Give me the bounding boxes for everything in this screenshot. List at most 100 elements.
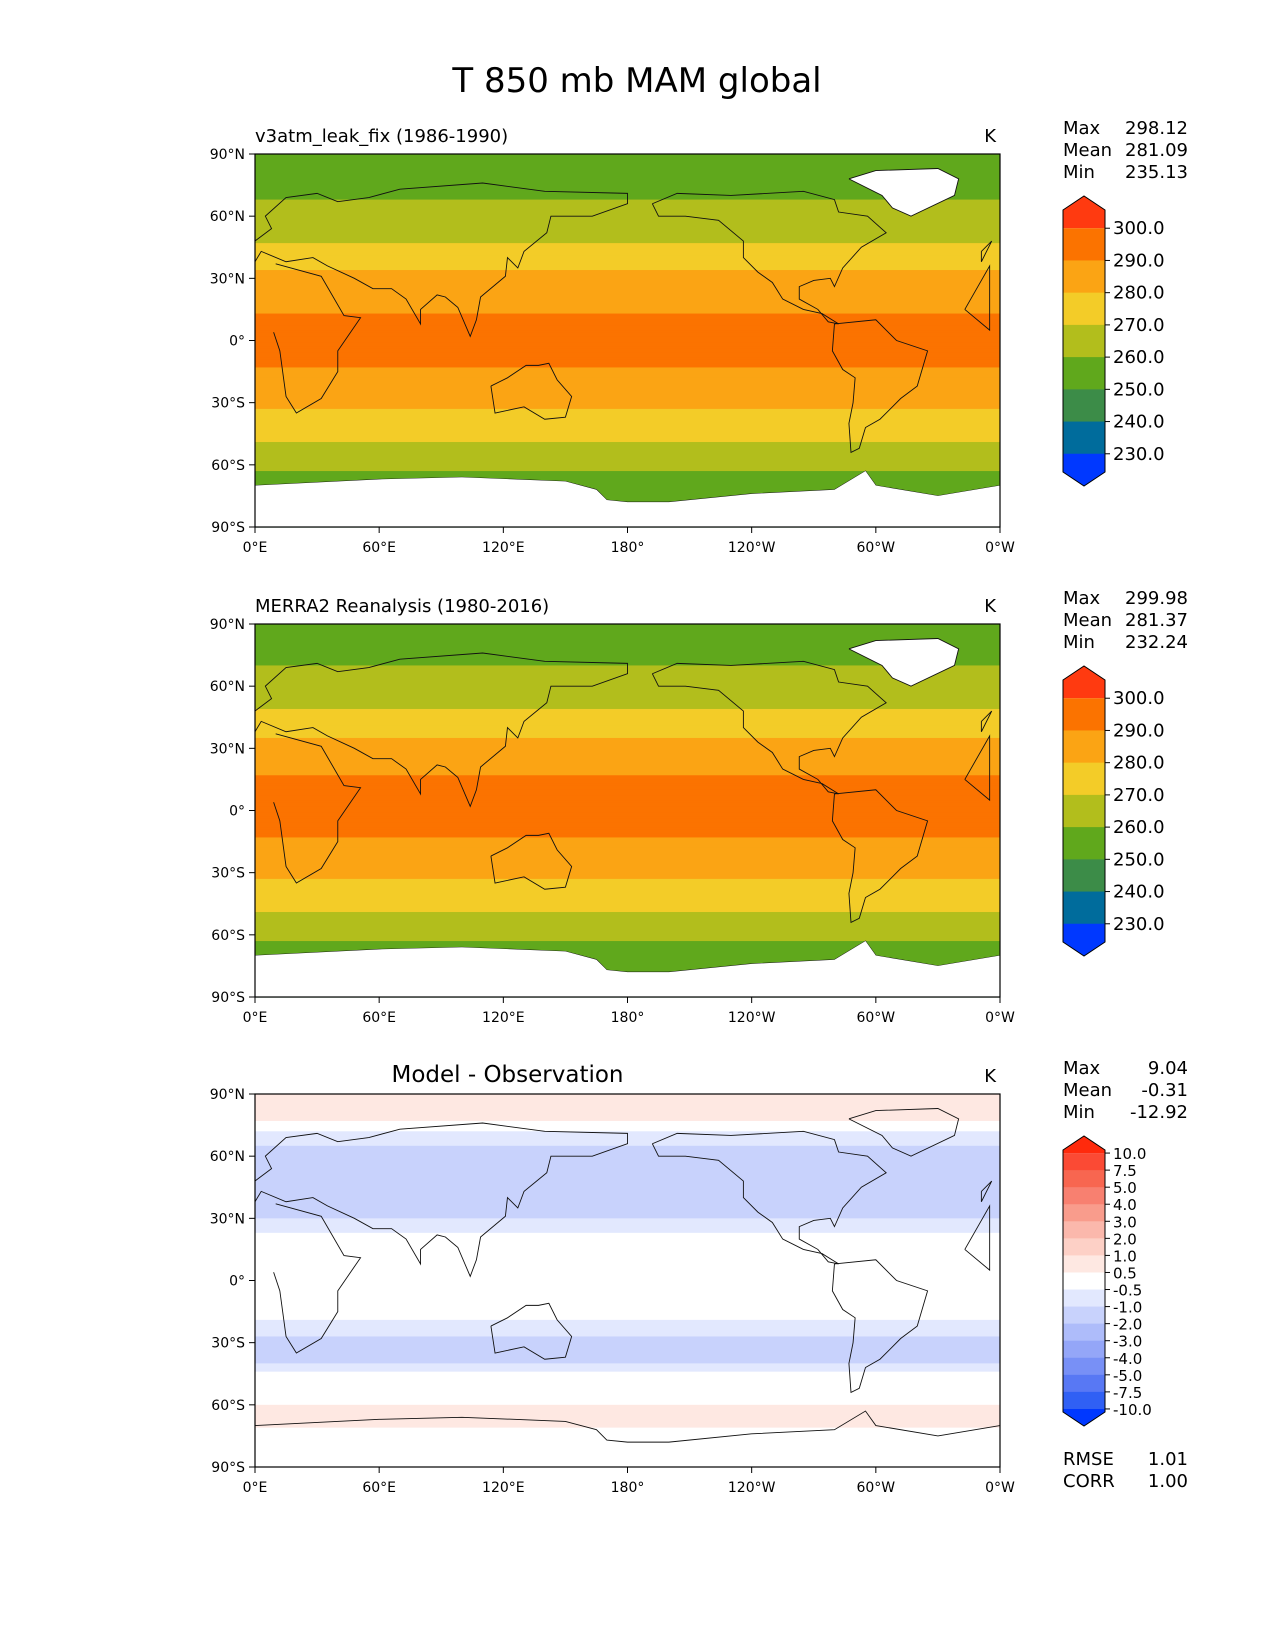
- contour-band: [255, 1149, 1000, 1153]
- contour-band: [255, 241, 1000, 244]
- contour-band: [255, 1259, 1000, 1263]
- contour-band: [255, 1290, 1000, 1294]
- contour-band: [255, 781, 1000, 785]
- contour-band: [255, 785, 1000, 789]
- contour-band: [255, 1404, 1000, 1408]
- contour-band: [255, 1189, 1000, 1192]
- contour-band: [255, 1350, 1000, 1354]
- colorbar: 10.07.55.04.03.02.01.00.5-0.5-1.0-2.0-3.…: [1062, 1135, 1152, 1427]
- contour-band: [255, 963, 1000, 967]
- coastline-greenland: [848, 1108, 960, 1157]
- contour-band: [255, 804, 1000, 807]
- contour-band: [255, 1425, 1000, 1429]
- contour-band: [255, 872, 1000, 876]
- contour-band: [255, 222, 1000, 226]
- contour-band: [255, 916, 1000, 919]
- contour-band: [255, 280, 1000, 284]
- contour-band: [255, 721, 1000, 725]
- lon-tick-label: 0°E: [243, 540, 268, 556]
- contour-band: [255, 1203, 1000, 1207]
- contour-band: [255, 949, 1000, 953]
- contour-band: [255, 731, 1000, 735]
- contour-band: [255, 431, 1000, 435]
- contour-band: [255, 404, 1000, 408]
- contour-band: [255, 1239, 1000, 1242]
- contour-band: [255, 653, 1000, 656]
- lat-tick-label: 60°N: [210, 209, 245, 225]
- contour-band: [255, 943, 1000, 946]
- contour-band: [255, 1129, 1000, 1132]
- panel-units: K: [984, 1066, 997, 1087]
- contour-band: [255, 421, 1000, 424]
- contour-band: [255, 500, 1000, 503]
- lat-tick-label: 60°N: [210, 1149, 245, 1165]
- colorbar: 300.0 290.0 280.0 270.0 260.0 250.0 240.0 230.0: [1062, 665, 1165, 957]
- contour-band: [255, 847, 1000, 851]
- contour-band: [255, 706, 1000, 710]
- contour-band: [255, 727, 1000, 731]
- contour-band: [255, 1125, 1000, 1128]
- contour-band: [255, 1172, 1000, 1176]
- stat-value-min: 235.13: [1125, 162, 1188, 183]
- contour-band: [255, 423, 1000, 427]
- contour-band: [255, 1114, 1000, 1118]
- coastline-greenland: [848, 638, 960, 687]
- contour-band: [255, 1328, 1000, 1331]
- contour-band: [255, 624, 1000, 627]
- contour-band: [255, 468, 1000, 472]
- contour-band: [255, 1098, 1000, 1101]
- colorbar-segment: [1063, 891, 1105, 925]
- contour-band: [255, 851, 1000, 855]
- contour-band: [255, 209, 1000, 213]
- contour-band: [255, 475, 1000, 478]
- contour-band: [255, 932, 1000, 936]
- contour-band: [255, 448, 1000, 451]
- contour-band: [255, 1398, 1000, 1402]
- contour-band: [255, 1390, 1000, 1393]
- coastline-africa: [273, 733, 362, 884]
- contour-band: [255, 920, 1000, 923]
- contour-band: [255, 1280, 1000, 1284]
- contour-band: [255, 688, 1000, 691]
- contour-band: [255, 737, 1000, 741]
- contour-band: [255, 686, 1000, 689]
- contour-band: [255, 748, 1000, 752]
- contour-band: [255, 435, 1000, 439]
- contour-band: [255, 400, 1000, 404]
- colorbar-tick-label: 270.0: [1113, 315, 1165, 336]
- contour-band: [255, 311, 1000, 315]
- contour-band: [255, 452, 1000, 456]
- colorbar-tick-label: 10.0: [1113, 1145, 1146, 1163]
- colorbar-segment: [1063, 1340, 1105, 1359]
- colorbar-tick-label: 4.0: [1113, 1196, 1137, 1214]
- contour-band: [255, 924, 1000, 928]
- contour-band: [255, 413, 1000, 416]
- contour-band: [255, 1230, 1000, 1234]
- colorbar-tick-label: -10.0: [1113, 1401, 1152, 1419]
- contour-band: [255, 191, 1000, 194]
- contour-band: [255, 628, 1000, 631]
- lat-tick-label: 60°N: [210, 679, 245, 695]
- panel-units: K: [984, 596, 997, 617]
- contour-band: [255, 477, 1000, 480]
- lat-tick-label: 60°S: [211, 458, 245, 474]
- colorbar-segment: [1063, 762, 1105, 796]
- coastline-south-america: [831, 1259, 929, 1394]
- contour-band: [255, 338, 1000, 342]
- contour-band: [255, 831, 1000, 834]
- contour-band: [255, 174, 1000, 178]
- stat-value-max: 9.04: [1148, 1058, 1188, 1079]
- contour-band: [255, 218, 1000, 221]
- contour-band: [255, 1340, 1000, 1344]
- lat-tick-label: 90°S: [211, 990, 245, 1006]
- contour-band: [255, 1411, 1000, 1414]
- stat-label-min: Min: [1063, 1102, 1095, 1123]
- contour-band: [255, 959, 1000, 963]
- contour-band: [255, 1249, 1000, 1253]
- contour-band: [255, 284, 1000, 288]
- panel-title: v3atm_leak_fix (1986-1990): [255, 126, 508, 147]
- colorbar-tick-label: 2.0: [1113, 1230, 1137, 1248]
- contour-band: [255, 363, 1000, 366]
- contour-band: [255, 1292, 1000, 1296]
